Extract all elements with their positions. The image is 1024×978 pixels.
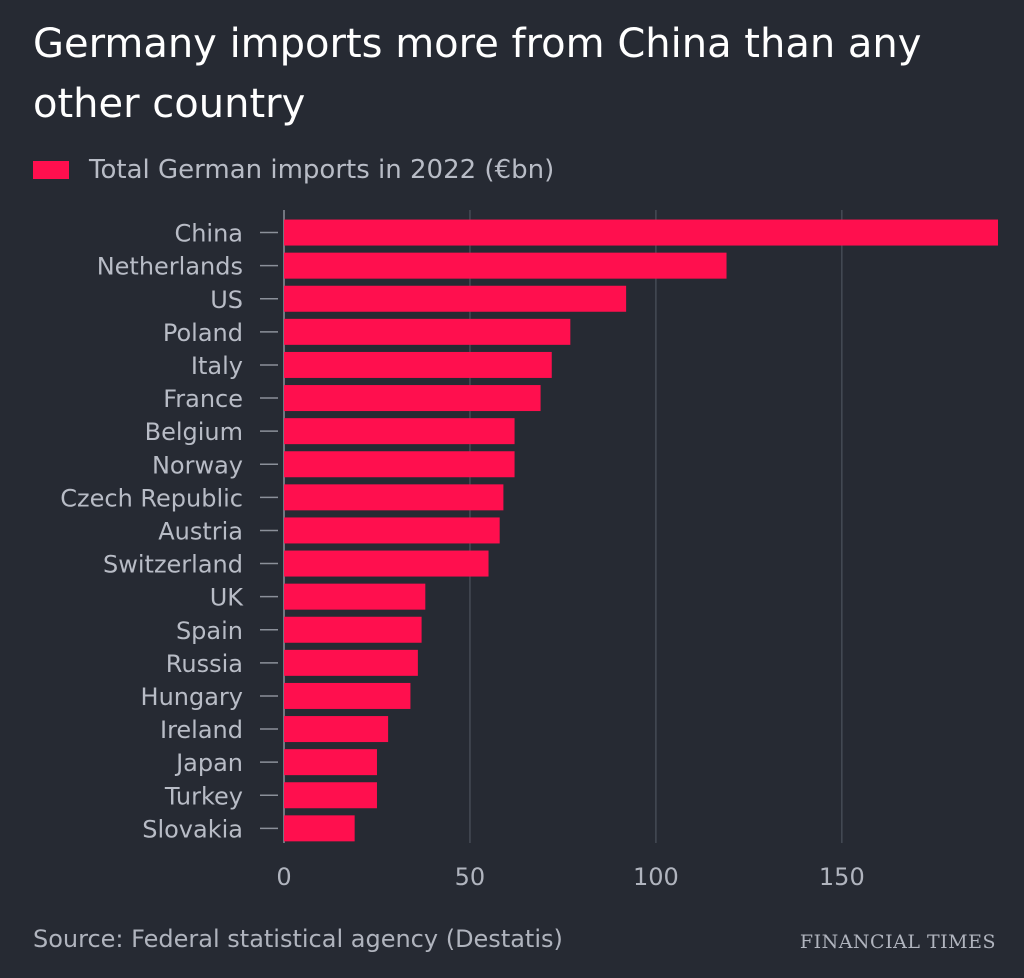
x-tick-label: 50 bbox=[455, 863, 486, 891]
category-label: Poland bbox=[163, 319, 243, 347]
bar bbox=[284, 649, 418, 676]
category-label: China bbox=[174, 220, 243, 248]
bar bbox=[284, 550, 489, 577]
bar bbox=[284, 451, 515, 478]
source-note: Source: Federal statistical agency (Dest… bbox=[33, 925, 563, 953]
bar bbox=[284, 219, 998, 246]
x-tick-label: 150 bbox=[819, 863, 865, 891]
category-label: Russia bbox=[166, 650, 243, 678]
bar bbox=[284, 749, 377, 776]
bar-chart: China Netherlands US Poland Italy France Belgi… bbox=[60, 210, 998, 891]
bar bbox=[284, 583, 426, 610]
bar bbox=[284, 385, 541, 412]
bar bbox=[284, 616, 422, 643]
category-label: Italy bbox=[191, 352, 243, 380]
category-label: Spain bbox=[176, 617, 243, 645]
bar bbox=[284, 318, 571, 345]
category-label: Japan bbox=[174, 749, 243, 777]
bar bbox=[284, 285, 627, 312]
x-tick-label: 100 bbox=[633, 863, 679, 891]
category-label: UK bbox=[210, 584, 245, 612]
bar bbox=[284, 484, 504, 511]
category-label: Norway bbox=[152, 451, 243, 479]
category-label: Belgium bbox=[145, 418, 243, 446]
category-label: Slovakia bbox=[142, 815, 243, 843]
bar bbox=[284, 682, 411, 709]
legend: Total German imports in 2022 (€bn) bbox=[33, 150, 554, 190]
category-label: Turkey bbox=[164, 782, 243, 810]
bar bbox=[284, 418, 515, 445]
legend-swatch bbox=[33, 161, 69, 179]
chart-title: Germany imports more from China than any… bbox=[33, 21, 922, 127]
bar bbox=[284, 716, 389, 743]
bar bbox=[284, 517, 500, 544]
bar bbox=[284, 782, 377, 809]
category-label: Netherlands bbox=[97, 253, 243, 281]
category-label: Ireland bbox=[160, 716, 243, 744]
bar bbox=[284, 351, 552, 378]
category-label: Switzerland bbox=[103, 551, 243, 579]
legend-label: Total German imports in 2022 (€bn) bbox=[89, 155, 555, 185]
category-label: Hungary bbox=[141, 683, 243, 711]
category-label: US bbox=[210, 286, 243, 314]
category-label: France bbox=[163, 385, 243, 413]
brand-logo: FINANCIAL TIMES bbox=[799, 931, 996, 953]
bar bbox=[284, 815, 355, 842]
bar bbox=[284, 252, 727, 279]
category-label: Czech Republic bbox=[60, 484, 243, 512]
x-tick-label: 0 bbox=[276, 863, 291, 891]
category-label: Austria bbox=[158, 517, 243, 545]
